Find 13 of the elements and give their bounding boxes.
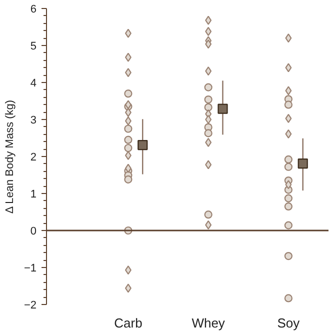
y-tick-label: 2	[30, 152, 37, 164]
y-tick-label: 3	[30, 114, 37, 126]
y-axis-title: Δ Lean Body Mass (kg)	[4, 100, 16, 214]
y-tick-label: 5	[30, 40, 37, 52]
y-tick-label: 0	[30, 226, 37, 238]
y-tick-label: −1	[24, 262, 37, 274]
y-tick-label: −2	[24, 300, 37, 312]
x-tick-label: Soy	[277, 316, 300, 330]
y-tick-label: 6	[30, 4, 37, 16]
y-tick-label: 1	[30, 188, 37, 200]
x-tick-label: Whey	[192, 316, 226, 330]
x-tick-label: Carb	[114, 316, 142, 330]
y-tick-label: 4	[30, 78, 37, 90]
